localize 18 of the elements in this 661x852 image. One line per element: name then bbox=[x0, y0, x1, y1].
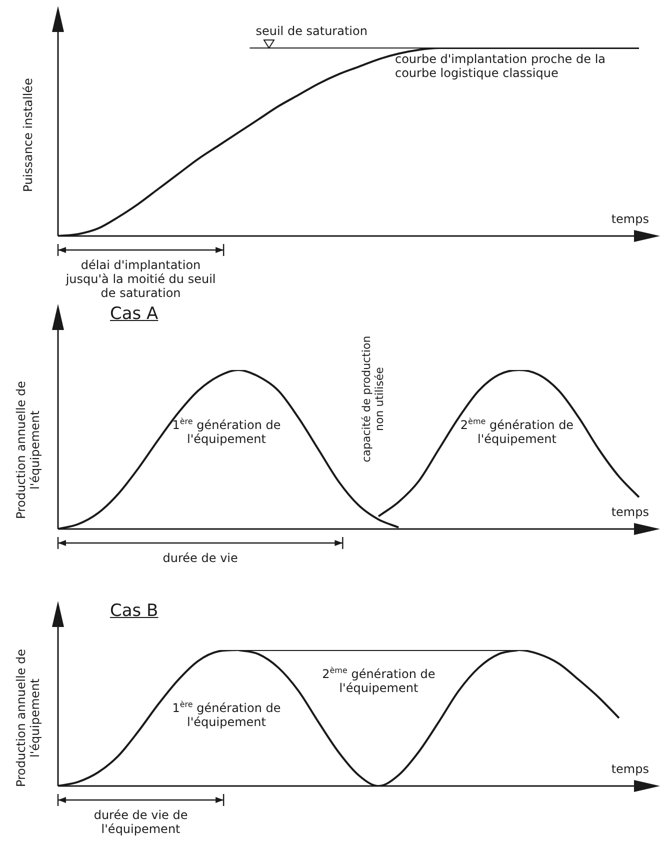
annotation: 1$^{ère}$ génération de l'équipement bbox=[171, 698, 282, 729]
x-axis-title: temps bbox=[611, 762, 649, 776]
annotation: courbe d'implantation proche de la courbe logistique classique bbox=[394, 52, 607, 80]
chart-title: Cas A bbox=[110, 304, 158, 324]
y-axis-title: Production annuelle de l'équipement bbox=[14, 379, 42, 521]
annotation: 2$^{ème}$ génération de l'équipement bbox=[321, 664, 436, 695]
annotation: 2$^{ème}$ génération de l'équipement bbox=[459, 416, 575, 446]
x-axis-title: temps bbox=[611, 212, 649, 226]
ref-line-label: seuil de saturation bbox=[256, 24, 368, 38]
chart-title: Cas B bbox=[110, 601, 158, 621]
text: délai d'implantation jusqu'à la moitié du seuil de saturation bbox=[64, 258, 217, 300]
y-axis-title: Puissance installée bbox=[21, 77, 35, 194]
annotation: capacité de production non utilisée bbox=[360, 335, 386, 465]
text: durée de vie de l'équipement bbox=[92, 808, 189, 836]
x-axis-title: temps bbox=[611, 505, 649, 519]
y-axis-title: Production annuelle de l'équipement bbox=[14, 648, 42, 790]
annotation: 1$^{ère}$ génération de l'équipement bbox=[171, 416, 282, 446]
text: durée de vie bbox=[162, 551, 239, 565]
